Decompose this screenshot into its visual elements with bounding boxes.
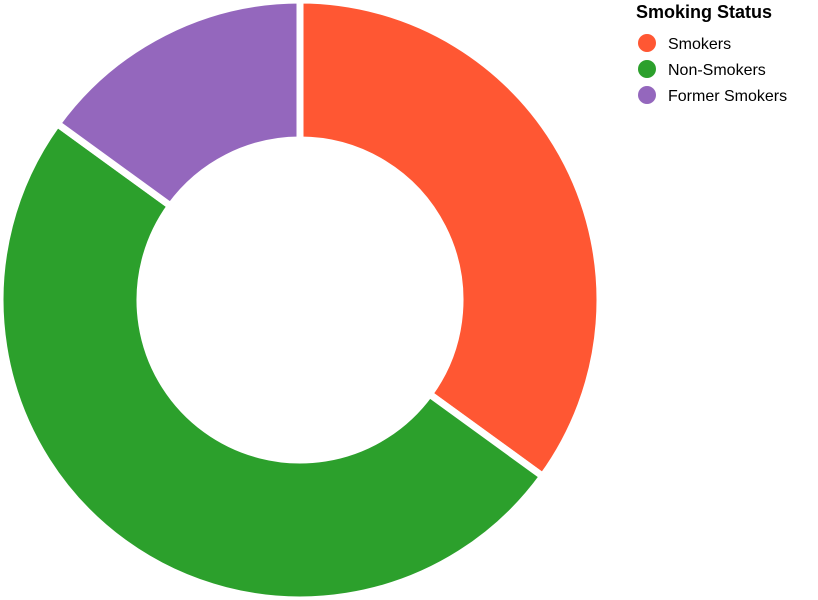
donut-slices xyxy=(0,0,600,600)
legend-swatch xyxy=(638,60,656,78)
slice-smokers xyxy=(296,0,604,480)
legend-label: Former Smokers xyxy=(668,88,787,105)
legend-item: Smokers xyxy=(638,34,731,53)
legend-title: Smoking Status xyxy=(636,2,772,22)
legend: Smoking Status Smokers Non-Smokers Former … xyxy=(636,2,787,105)
legend-item: Non-Smokers xyxy=(638,60,766,79)
legend-label: Non-Smokers xyxy=(668,62,766,79)
legend-items: Smokers Non-Smokers Former Smokers xyxy=(638,34,787,105)
legend-label: Smokers xyxy=(668,36,731,53)
legend-swatch xyxy=(638,86,656,104)
legend-swatch xyxy=(638,34,656,52)
slice-former-smokers xyxy=(53,0,304,210)
legend-item: Former Smokers xyxy=(638,86,787,105)
